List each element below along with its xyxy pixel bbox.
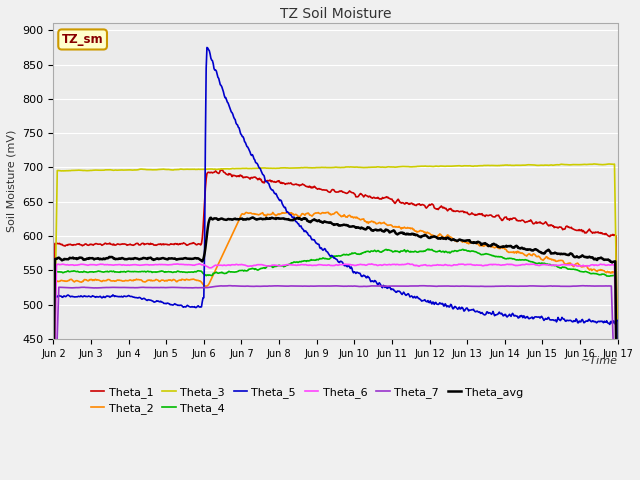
Theta_avg — [49, 411, 57, 417]
Theta_1 — [614, 439, 621, 444]
Theta_6 — [563, 262, 570, 268]
Theta_1 — [563, 223, 570, 229]
Theta_3 — [614, 355, 621, 360]
Theta_7 — [328, 283, 335, 289]
Theta_avg — [438, 235, 446, 240]
Theta_avg — [383, 227, 390, 233]
Theta_6 — [404, 261, 412, 266]
Theta_7 — [383, 283, 390, 289]
Text: TZ_sm: TZ_sm — [62, 33, 104, 46]
Theta_7 — [198, 285, 205, 290]
Theta_6 — [173, 261, 181, 267]
Theta_4 — [438, 249, 446, 254]
Theta_2 — [614, 457, 621, 463]
Theta_2 — [198, 279, 205, 285]
Theta_3 — [438, 163, 445, 169]
Line: Theta_2: Theta_2 — [53, 212, 618, 464]
Line: Theta_7: Theta_7 — [53, 286, 618, 479]
Theta_6 — [327, 263, 335, 268]
Theta_2 — [438, 233, 446, 239]
Theta_7 — [226, 283, 234, 288]
Theta_1 — [383, 194, 390, 200]
Theta_4 — [173, 268, 181, 274]
Line: Theta_6: Theta_6 — [53, 264, 618, 456]
Theta_6 — [382, 262, 390, 267]
Theta_2 — [383, 221, 390, 227]
Title: TZ Soil Moisture: TZ Soil Moisture — [280, 7, 391, 21]
Theta_7 — [614, 476, 621, 480]
Theta_2 — [332, 209, 340, 215]
Theta_7 — [49, 453, 57, 458]
Theta_7 — [438, 283, 446, 289]
Theta_avg — [248, 215, 256, 220]
Theta_1 — [438, 204, 446, 210]
Theta_3 — [198, 167, 205, 172]
Theta_1 — [219, 167, 227, 173]
Theta_1 — [173, 241, 181, 247]
Theta_1 — [198, 241, 205, 247]
Theta_2 — [49, 461, 57, 467]
Line: Theta_1: Theta_1 — [53, 170, 618, 446]
Theta_7 — [563, 284, 570, 289]
Theta_avg — [328, 220, 335, 226]
Line: Theta_5: Theta_5 — [53, 48, 618, 480]
Theta_3 — [562, 162, 570, 168]
Line: Theta_avg: Theta_avg — [53, 217, 618, 480]
Theta_4 — [198, 268, 205, 274]
Theta_3 — [590, 161, 598, 167]
Theta_7 — [173, 285, 181, 290]
Theta_5 — [438, 300, 446, 306]
Theta_5 — [49, 470, 57, 476]
Y-axis label: Soil Moisture (mV): Soil Moisture (mV) — [7, 130, 17, 232]
Theta_4 — [382, 247, 390, 252]
Theta_4 — [327, 255, 335, 261]
Theta_5 — [203, 45, 211, 50]
Theta_5 — [563, 317, 570, 323]
Theta_4 — [424, 246, 432, 252]
Theta_5 — [328, 252, 335, 258]
Theta_3 — [327, 165, 335, 170]
Theta_5 — [198, 304, 205, 310]
Theta_2 — [173, 279, 181, 285]
Theta_1 — [328, 187, 335, 193]
Theta_avg — [563, 252, 570, 258]
Theta_4 — [563, 265, 570, 271]
Text: ~Time: ~Time — [580, 356, 618, 366]
Theta_3 — [382, 164, 390, 170]
Theta_3 — [173, 167, 181, 172]
Theta_3 — [49, 406, 57, 412]
Theta_6 — [438, 263, 446, 268]
Line: Theta_3: Theta_3 — [53, 164, 618, 409]
Theta_5 — [383, 285, 390, 290]
Theta_5 — [173, 302, 181, 308]
Theta_2 — [563, 261, 570, 267]
Line: Theta_4: Theta_4 — [53, 249, 618, 462]
Theta_2 — [327, 212, 335, 217]
Theta_1 — [49, 443, 57, 449]
Theta_avg — [198, 258, 205, 264]
Theta_4 — [614, 459, 621, 465]
Legend: Theta_1, Theta_2, Theta_3, Theta_4, Theta_5, Theta_6, Theta_7, Theta_avg: Theta_1, Theta_2, Theta_3, Theta_4, Thet… — [86, 382, 528, 419]
Theta_avg — [173, 257, 181, 263]
Theta_6 — [49, 453, 57, 459]
Theta_6 — [614, 454, 621, 459]
Theta_6 — [198, 262, 205, 268]
Theta_4 — [49, 457, 57, 463]
